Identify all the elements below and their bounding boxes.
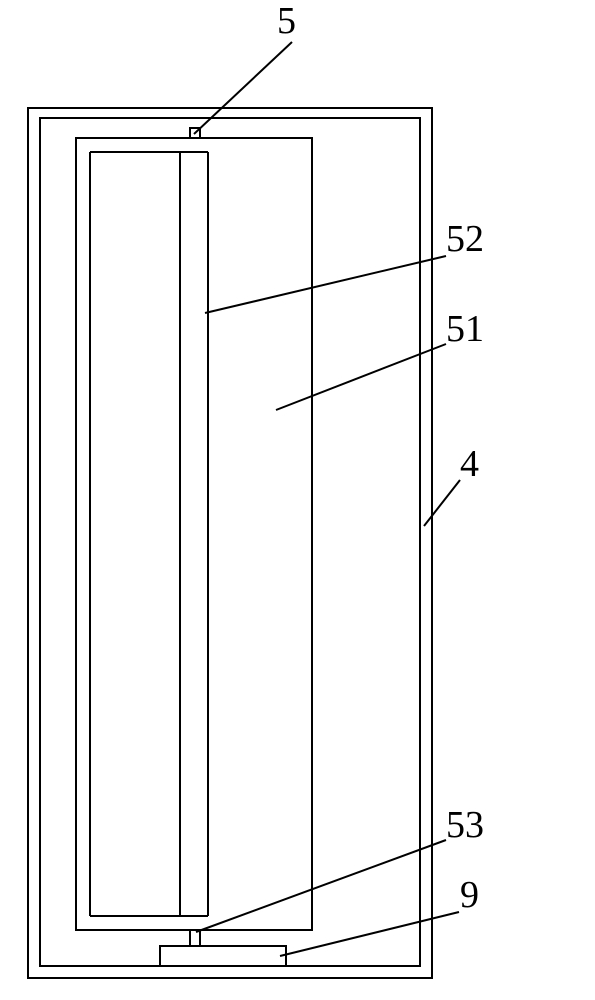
leader-4	[424, 480, 460, 526]
callout-label-51: 51	[446, 310, 484, 348]
callout-label-53: 53	[446, 806, 484, 844]
callout-label-4: 4	[460, 445, 479, 483]
leader-5	[194, 42, 292, 134]
diagram-canvas: 5 52 51 4 53 9	[0, 0, 595, 1000]
leader-53	[196, 840, 446, 932]
axle-bottom	[190, 930, 200, 946]
callout-label-52: 52	[446, 220, 484, 258]
callout-label-9: 9	[460, 876, 479, 914]
base-block-9	[160, 946, 286, 966]
callout-label-5: 5	[277, 2, 296, 40]
outer-frame	[28, 108, 432, 978]
middle-frame-51	[76, 138, 312, 930]
outer-frame-inner	[40, 118, 420, 966]
diagram-svg	[0, 0, 595, 1000]
leader-52	[205, 256, 446, 313]
